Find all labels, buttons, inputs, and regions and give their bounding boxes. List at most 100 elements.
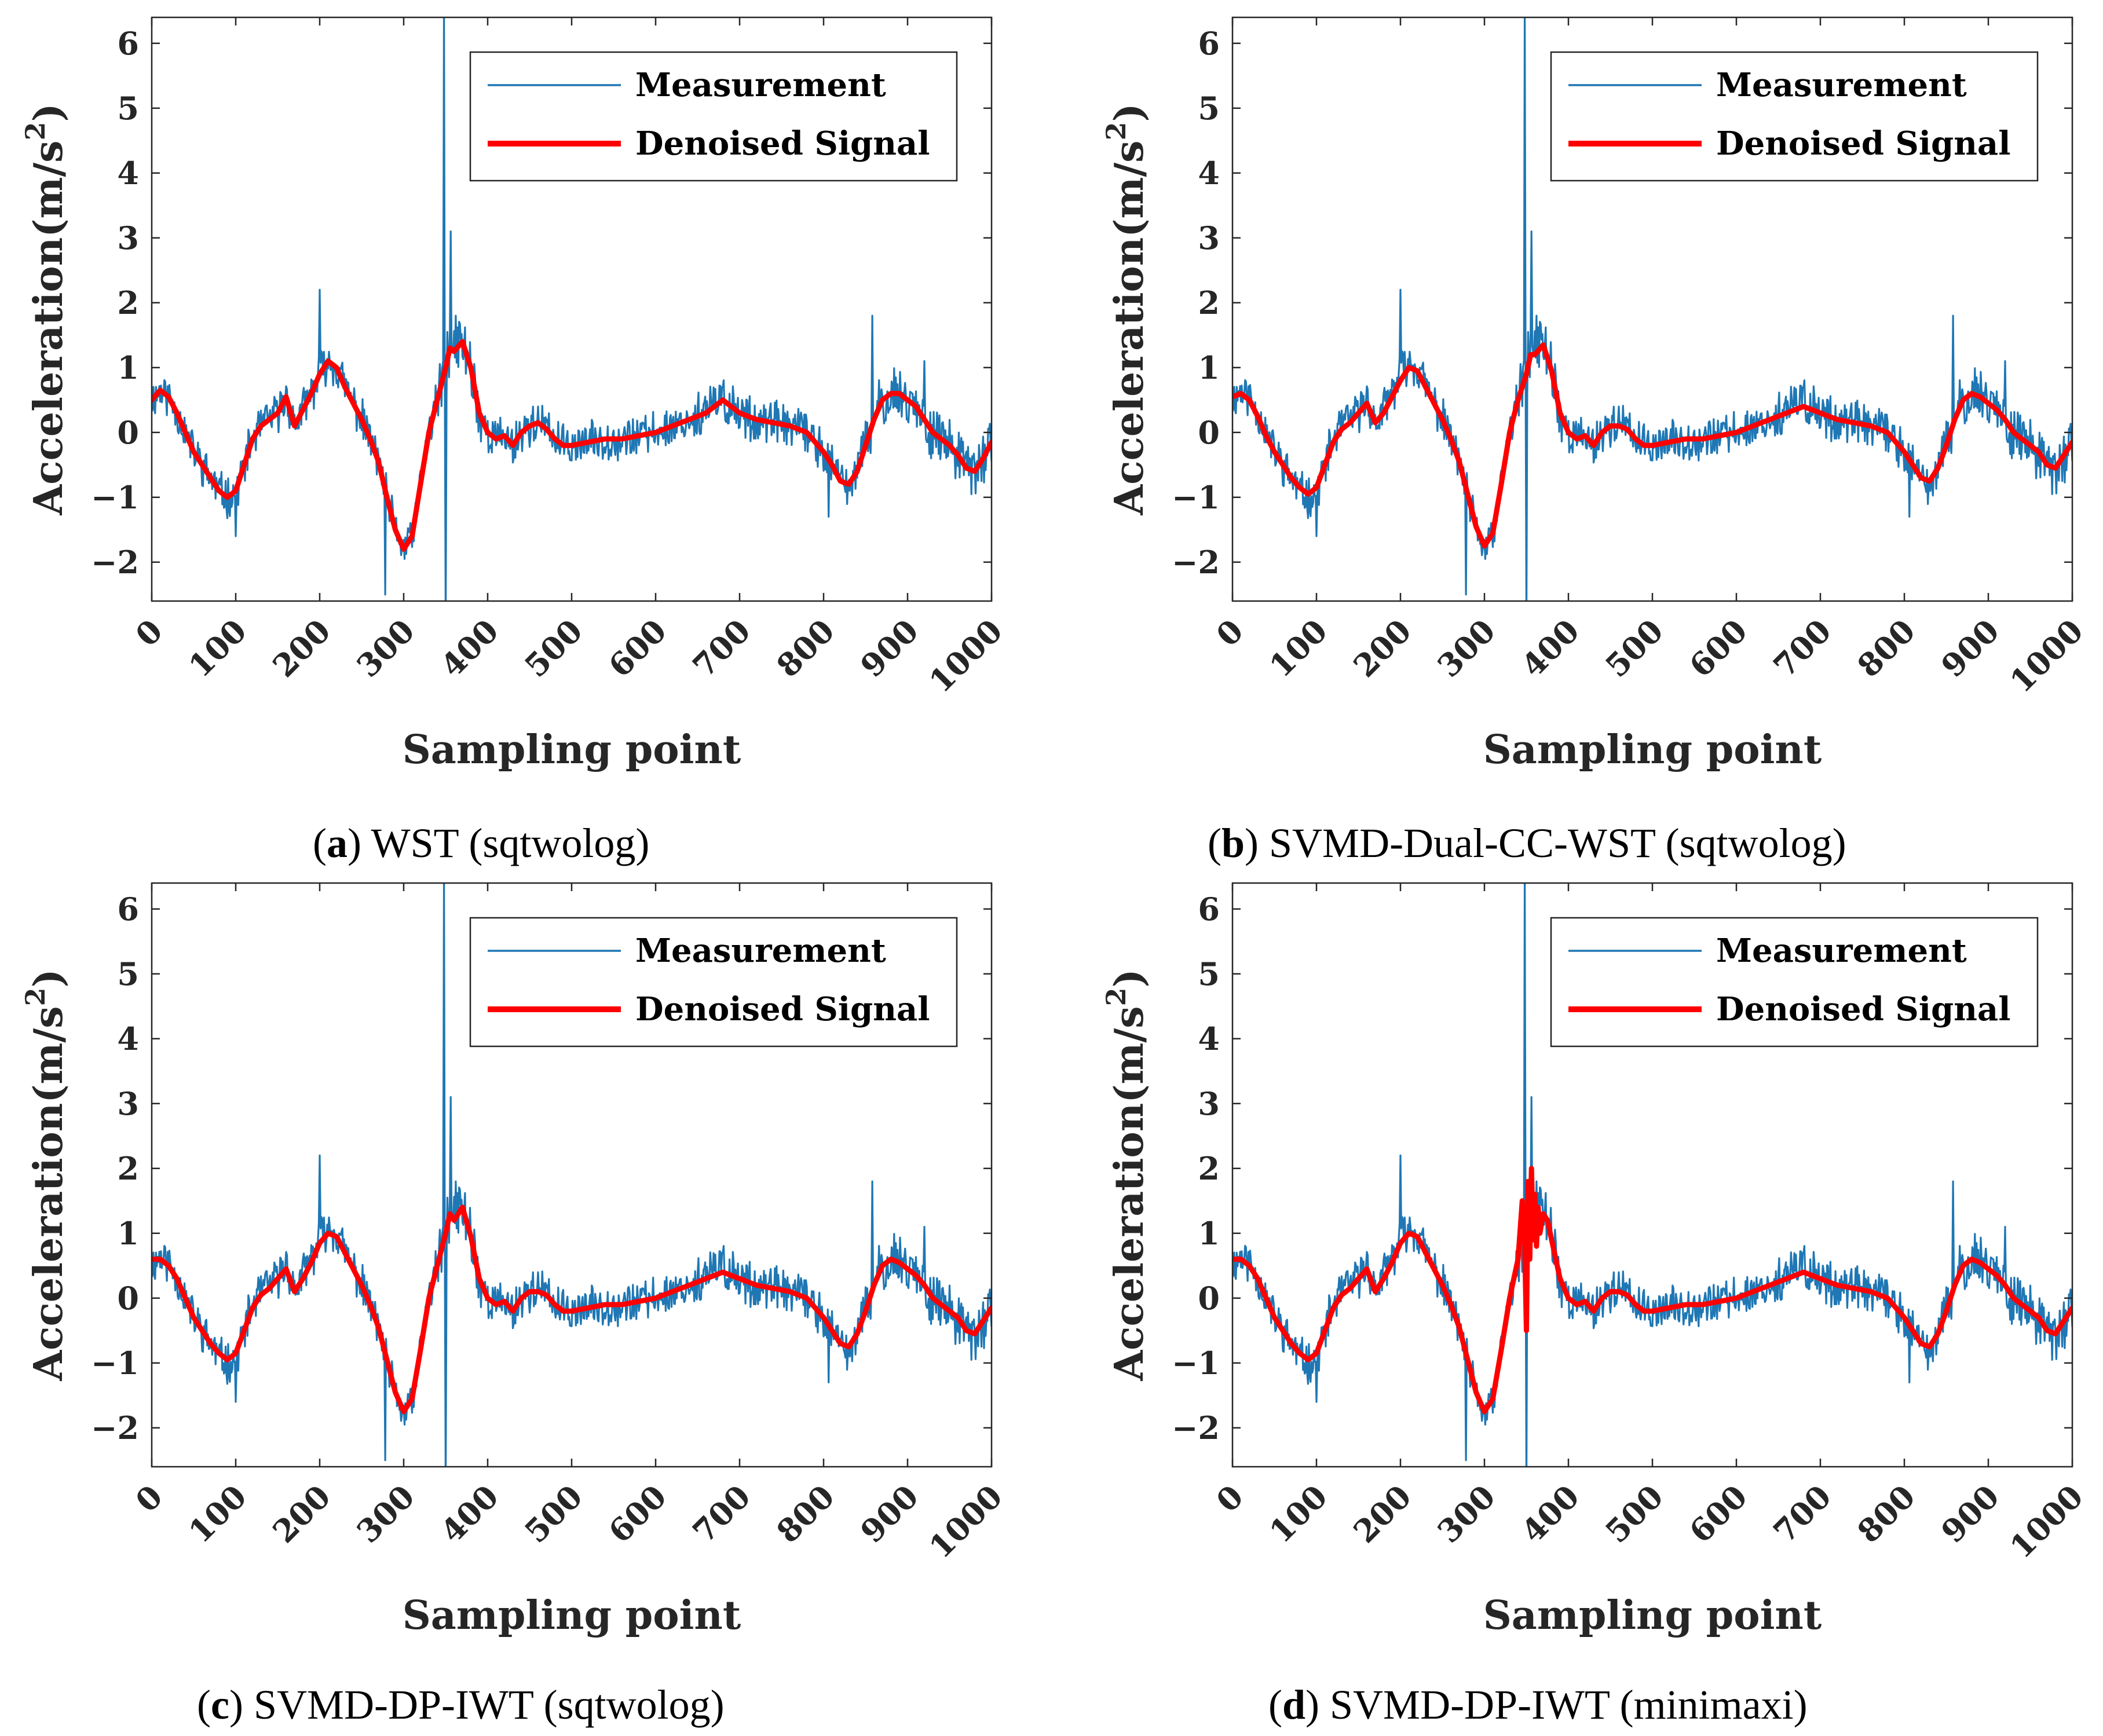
series-denoised-signal	[152, 1204, 992, 1415]
series-denoised-signal	[1232, 342, 2072, 549]
x-tick-label: 400	[433, 612, 506, 684]
y-axis-label: Acceleration(m/s2)	[20, 103, 72, 515]
y-tick-label: 5	[117, 90, 139, 127]
x-tick-label: 1000	[2003, 612, 2091, 700]
y-tick-label: 3	[1198, 219, 1220, 257]
x-tick-label: 700	[1766, 612, 1838, 684]
y-tick-label: 2	[1198, 1150, 1220, 1187]
x-tick-label: 1000	[922, 612, 1010, 700]
x-tick-label: 100	[181, 612, 254, 684]
y-axis-label-close: )	[1106, 103, 1153, 122]
legend-label-measurement: Measurement	[635, 66, 886, 104]
y-tick-label: 6	[117, 891, 139, 928]
y-axis-label-close: )	[25, 969, 72, 987]
y-tick-label: −1	[91, 1345, 139, 1382]
caption-letter: a	[327, 820, 348, 866]
caption-open: (	[1268, 1682, 1282, 1728]
caption-text: SVMD-DP-IWT (sqtwolog)	[243, 1682, 725, 1728]
x-tick-label: 200	[1346, 1478, 1418, 1550]
y-tick-label: 2	[1198, 284, 1220, 321]
x-tick-label: 0	[128, 612, 170, 654]
y-tick-label: −2	[1172, 1409, 1220, 1446]
x-axis-label: Sampling point	[1483, 1592, 1822, 1639]
y-axis-label-superscript: 2	[20, 122, 51, 141]
x-tick-label: 500	[517, 1478, 590, 1550]
series-denoised-signal	[1232, 1166, 2072, 1415]
y-tick-label: 1	[1198, 349, 1220, 386]
y-axis-label-superscript: 2	[20, 988, 51, 1006]
y-axis-label-text: Acceleration(m/s	[1106, 141, 1153, 516]
caption-b: (b) SVMD-Dual-CC-WST (sqtwolog)	[1208, 820, 1846, 866]
chart-panel-b: −2 −1 0 1 2 3 4 5 6 0 100 200 300 400 500 600 700 800 9001…	[1100, 16, 2091, 773]
y-axis-label: Acceleration(m/s2)	[20, 969, 72, 1381]
x-tick-label: 300	[349, 1478, 422, 1550]
y-tick-label: 3	[1198, 1085, 1220, 1122]
caption-letter: d	[1282, 1682, 1305, 1728]
chart-panel-a: −2 −1 0 1 2 3 4 5 6 0 100 200 300 400 500 600 700 800 9001…	[20, 16, 1010, 773]
y-tick-label: 4	[117, 1020, 139, 1057]
x-tick-label: 300	[1430, 612, 1502, 684]
x-tick-label: 500	[1598, 612, 1670, 684]
x-axis-label: Sampling point	[1483, 727, 1822, 773]
x-tick-label: 900	[853, 1478, 926, 1550]
x-tick-label: 0	[1209, 1478, 1250, 1519]
y-axis-label-close: )	[1106, 969, 1153, 987]
legend-box	[1550, 917, 2039, 1048]
x-tick-label: 700	[1766, 1478, 1838, 1550]
caption-text: SVMD-DP-IWT (minimaxi)	[1319, 1682, 1808, 1728]
y-tick-label: 2	[117, 284, 139, 321]
legend-box	[469, 51, 958, 182]
y-tick-label: 5	[117, 955, 139, 992]
caption-close: )	[229, 1682, 243, 1728]
x-tick-label: 600	[1682, 612, 1754, 684]
legend-label-denoised: Denoised Signal	[635, 124, 930, 163]
x-tick-label: 400	[433, 1478, 506, 1550]
y-axis-label-text: Acceleration(m/s	[1106, 1006, 1153, 1382]
legend-label-measurement: Measurement	[635, 932, 886, 970]
x-tick-label: 700	[685, 1478, 758, 1550]
y-tick-label: 5	[1198, 955, 1220, 992]
y-tick-label: 2	[117, 1150, 139, 1187]
x-tick-label: 400	[1514, 612, 1586, 684]
y-tick-label: 1	[1198, 1215, 1220, 1252]
x-tick-label: 800	[1850, 1478, 1922, 1550]
caption-c: (c) SVMD-DP-IWT (sqtwolog)	[197, 1682, 725, 1728]
x-tick-label: 100	[1262, 1478, 1334, 1550]
legend-label-measurement: Measurement	[1716, 932, 1967, 970]
legend: Measurement Denoised Signal	[1550, 51, 2039, 182]
x-tick-label: 1000	[922, 1478, 1010, 1566]
legend-box	[469, 917, 958, 1048]
y-axis-label-superscript: 2	[1100, 122, 1132, 141]
y-tick-label: 0	[1198, 414, 1220, 451]
x-tick-label: 300	[1430, 1478, 1502, 1550]
x-tick-label: 500	[517, 612, 590, 684]
legend-label-denoised: Denoised Signal	[1716, 124, 2010, 163]
y-tick-label: −1	[1172, 1345, 1220, 1382]
y-tick-label: 6	[1198, 25, 1220, 62]
y-axis-label-text: Acceleration(m/s	[25, 1006, 72, 1382]
y-tick-label: −1	[1172, 479, 1220, 516]
y-tick-label: 4	[117, 155, 139, 192]
x-tick-label: 800	[769, 1478, 842, 1550]
x-tick-label: 400	[1514, 1478, 1586, 1550]
caption-letter: c	[211, 1682, 229, 1728]
y-tick-label: −1	[91, 479, 139, 516]
y-tick-label: 5	[1198, 90, 1220, 127]
y-tick-label: 0	[117, 1280, 139, 1317]
x-tick-label: 100	[181, 1478, 254, 1550]
caption-open: (	[197, 1682, 211, 1728]
x-tick-label: 800	[769, 612, 842, 684]
plot-content	[1232, 17, 2072, 601]
caption-open: (	[1208, 820, 1221, 866]
x-tick-label: 800	[1850, 612, 1922, 684]
y-axis-label: Acceleration(m/s2)	[1100, 103, 1153, 515]
x-tick-label: 100	[1262, 612, 1334, 684]
x-tick-label: 200	[1346, 612, 1418, 684]
plot-content	[1232, 883, 2072, 1467]
x-axis-label: Sampling point	[403, 727, 741, 773]
plot-content	[152, 17, 992, 601]
y-tick-label: 4	[1198, 1020, 1220, 1057]
x-tick-label: 300	[349, 612, 422, 684]
x-tick-label: 500	[1598, 1478, 1670, 1550]
